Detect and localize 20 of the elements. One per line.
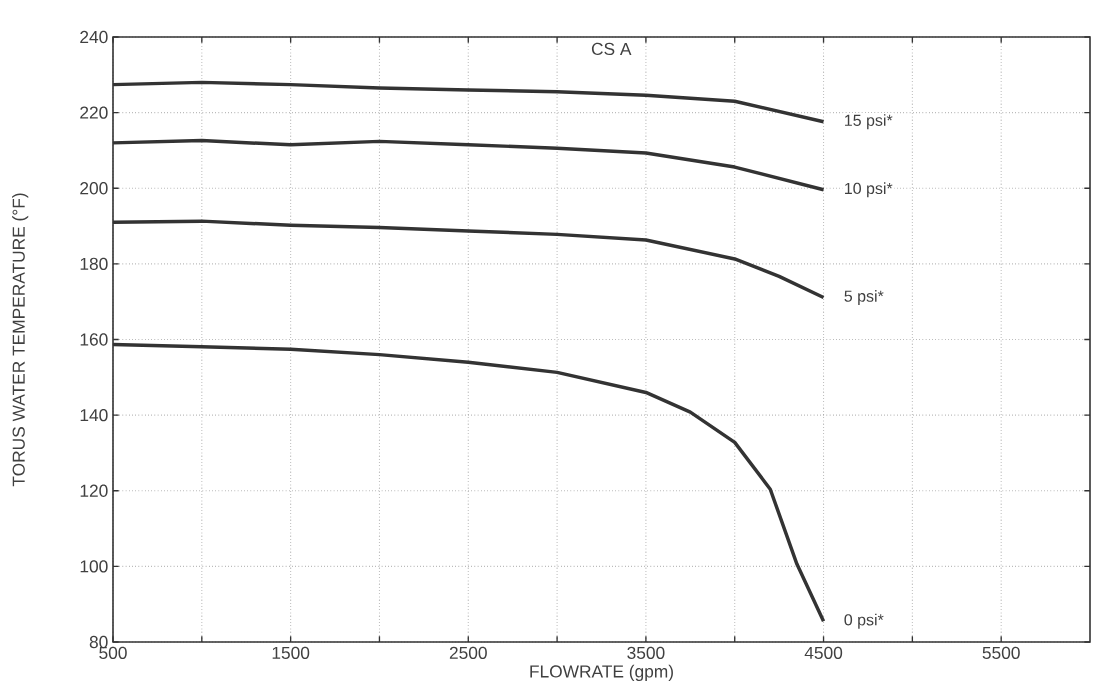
x-tick-label: 3500 <box>627 646 665 659</box>
y-tick-label: 240 <box>80 30 108 44</box>
x-tick-label: 1500 <box>272 646 310 659</box>
y-tick-label: 180 <box>80 257 108 271</box>
y-tick-label: 120 <box>80 484 108 497</box>
chart-title: CS A <box>591 42 632 56</box>
x-tick-label: 2500 <box>449 646 487 659</box>
y-tick-label: 140 <box>80 408 108 422</box>
y-tick-label: 160 <box>80 333 108 346</box>
y-axis-title: TORUS WATER TEMPERATURE (°F) <box>12 193 29 487</box>
y-tick-label: 100 <box>80 560 108 573</box>
series-label: 0 psi* <box>844 613 884 629</box>
series-label: 15 psi* <box>845 114 893 130</box>
y-tick-label: 200 <box>80 182 108 195</box>
x-tick-label: 4500 <box>804 646 843 659</box>
y-tick-label: 220 <box>80 106 108 119</box>
x-axis-title: FLOWRATE (gpm) <box>530 664 673 682</box>
series-label: 10 psi* <box>845 182 893 198</box>
x-tick-label: 5500 <box>982 646 1020 659</box>
series-label: 5 psi* <box>844 290 884 305</box>
